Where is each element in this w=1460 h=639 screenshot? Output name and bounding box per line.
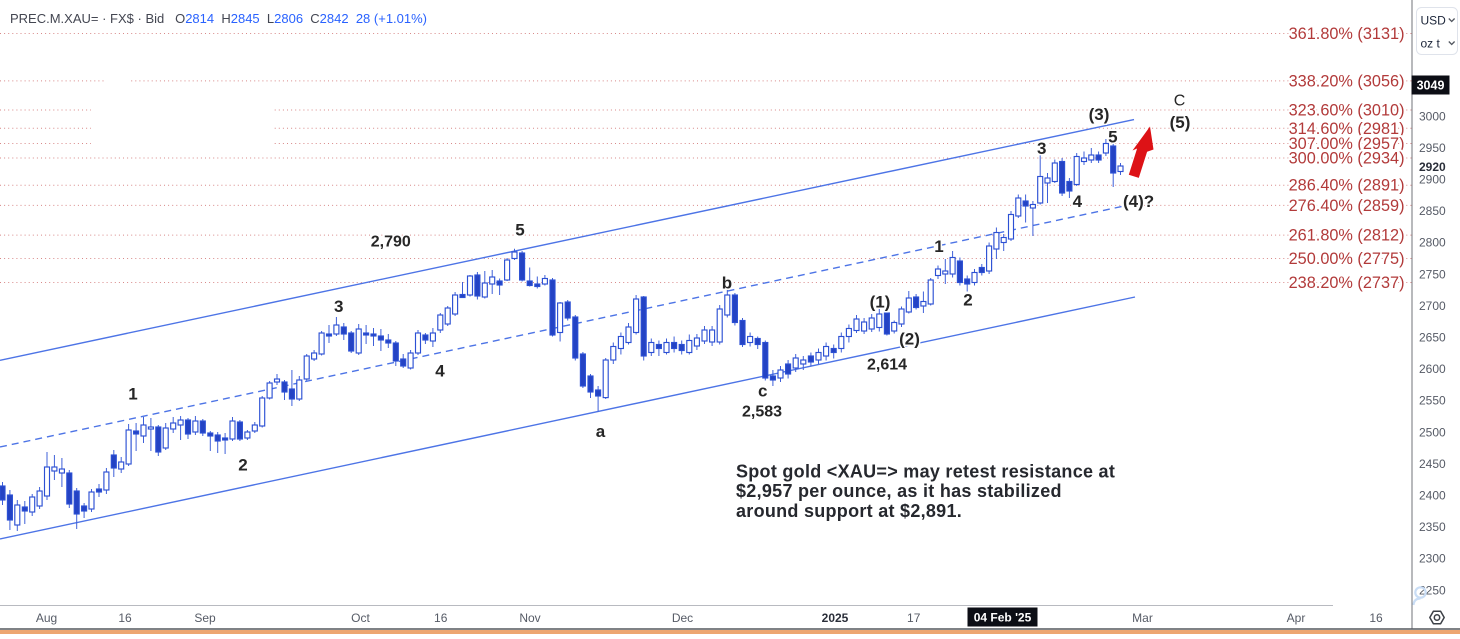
svg-text:314.60% (2981): 314.60% (2981) [1289,120,1405,138]
svg-text:Sep: Sep [194,611,216,625]
svg-text:2500: 2500 [1419,425,1446,439]
svg-text:2450: 2450 [1419,457,1446,471]
svg-text:Apr: Apr [1287,611,1306,625]
svg-text:04 Feb '25: 04 Feb '25 [974,611,1032,625]
svg-text:2600: 2600 [1419,362,1446,376]
svg-text:2950: 2950 [1419,141,1446,155]
svg-text:261.80% (2812): 261.80% (2812) [1289,227,1405,245]
svg-text:16: 16 [118,611,132,625]
svg-text:2300: 2300 [1419,552,1446,566]
svg-text:300.00% (2934): 300.00% (2934) [1289,150,1405,168]
svg-text:361.80% (3131): 361.80% (3131) [1289,25,1405,43]
svg-text:2750: 2750 [1419,267,1446,281]
svg-text:2800: 2800 [1419,236,1446,250]
svg-text:oz t: oz t [1421,37,1441,51]
svg-text:238.20% (2737): 238.20% (2737) [1289,274,1405,292]
svg-text:2: 2 [963,291,972,310]
svg-text:c: c [758,381,767,400]
svg-text:2850: 2850 [1419,204,1446,218]
svg-text:338.20% (3056): 338.20% (3056) [1289,72,1405,90]
svg-text:250.00% (2775): 250.00% (2775) [1289,250,1405,268]
svg-text:Nov: Nov [519,611,540,625]
svg-text:(2): (2) [899,329,920,348]
svg-text:2,790: 2,790 [371,234,411,251]
svg-text:286.40% (2891): 286.40% (2891) [1289,177,1405,195]
svg-text:2,583: 2,583 [742,404,782,421]
svg-text:2400: 2400 [1419,489,1446,503]
svg-text:$2,957 per ounce, as it has st: $2,957 per ounce, as it has stabilized [736,481,1062,501]
svg-text:1: 1 [934,237,943,256]
svg-text:Aug: Aug [36,611,57,625]
svg-text:3: 3 [1037,139,1046,158]
svg-text:1: 1 [128,384,137,403]
svg-text:16: 16 [1369,611,1383,625]
svg-text:b: b [722,273,732,292]
svg-text:Oct: Oct [351,611,370,625]
svg-text:16: 16 [434,611,448,625]
svg-text:3049: 3049 [1417,79,1445,93]
svg-text:323.60% (3010): 323.60% (3010) [1289,102,1405,120]
svg-text:C: C [1174,93,1186,110]
svg-text:3: 3 [334,297,343,316]
svg-text:2650: 2650 [1419,331,1446,345]
svg-text:2025: 2025 [822,611,849,625]
svg-text:5: 5 [1108,127,1117,146]
svg-text:(5): (5) [1170,113,1191,132]
svg-text:4: 4 [435,361,445,380]
svg-text:3000: 3000 [1419,109,1446,123]
svg-text:a: a [596,422,606,441]
svg-text:2350: 2350 [1419,520,1446,534]
svg-text:(1): (1) [870,292,891,311]
svg-text:(3): (3) [1089,105,1110,124]
svg-text:5: 5 [515,220,524,239]
svg-text:2550: 2550 [1419,394,1446,408]
svg-text:276.40% (2859): 276.40% (2859) [1289,197,1405,215]
svg-text:Dec: Dec [672,611,693,625]
svg-text:17: 17 [907,611,921,625]
svg-text:around support at $2,891.: around support at $2,891. [736,501,962,521]
svg-text:2900: 2900 [1419,173,1446,187]
svg-text:Mar: Mar [1132,611,1153,625]
svg-text:USD: USD [1421,14,1447,28]
svg-text:2700: 2700 [1419,299,1446,313]
svg-text:4: 4 [1073,192,1083,211]
svg-text:2: 2 [238,455,247,474]
svg-text:2,614: 2,614 [867,356,907,373]
svg-text:2250: 2250 [1419,583,1446,597]
svg-text:307.00% (2957): 307.00% (2957) [1289,135,1405,153]
svg-text:(4)?: (4)? [1123,192,1154,211]
svg-text:Spot gold <XAU=> may retest re: Spot gold <XAU=> may retest resistance a… [736,462,1115,482]
svg-text:2920: 2920 [1419,160,1446,174]
svg-text:PREC.M.XAU= · FX$ · Bid O281: PREC.M.XAU= · FX$ · Bid O2814 H2845 L280… [10,11,427,26]
